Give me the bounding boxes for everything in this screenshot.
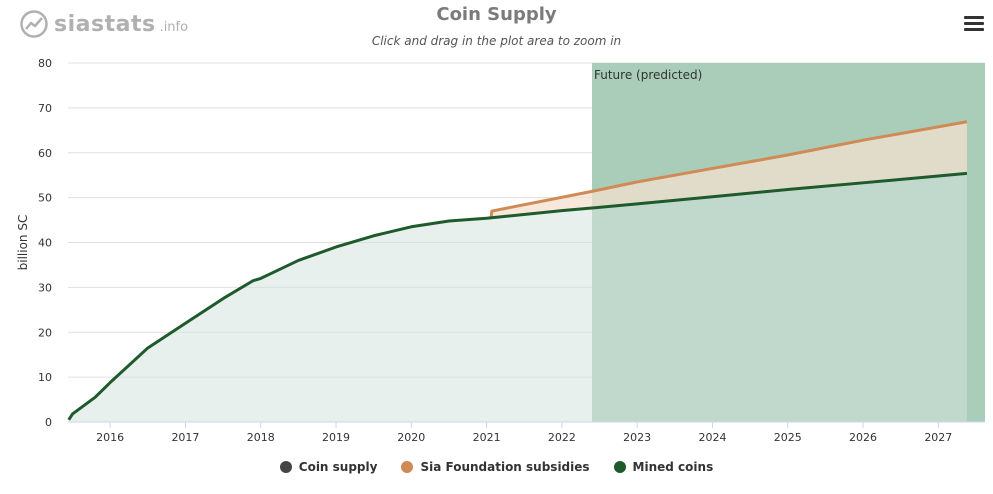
y-tick-label: 60 xyxy=(38,147,52,160)
chart-subtitle: Click and drag in the plot area to zoom … xyxy=(371,34,622,48)
menu-bar xyxy=(964,22,984,25)
hamburger-menu-icon[interactable] xyxy=(964,16,984,34)
legend-item-mined-coins[interactable]: Mined coins xyxy=(613,460,714,474)
x-tick-label: 2021 xyxy=(473,431,501,444)
y-tick-label: 70 xyxy=(38,102,52,115)
legend-item-subsidies[interactable]: Sia Foundation subsidies xyxy=(401,460,590,474)
logo-suffix: .info xyxy=(159,20,189,35)
menu-bar xyxy=(964,16,984,19)
y-axis-title: billion SC xyxy=(16,215,30,271)
chart-title: Coin Supply xyxy=(436,4,557,25)
legend-label-mined-coins: Mined coins xyxy=(632,460,714,474)
y-tick-label: 10 xyxy=(38,371,52,384)
site-logo[interactable]: siastats .info xyxy=(20,10,188,38)
menu-bar xyxy=(964,28,984,31)
y-tick-label: 40 xyxy=(38,237,52,250)
x-tick-label: 2016 xyxy=(96,431,124,444)
legend-item-coin-supply[interactable]: Coin supply xyxy=(279,460,378,474)
mined-area-fill xyxy=(68,173,967,422)
x-tick-label: 2017 xyxy=(171,431,199,444)
x-tick-label: 2025 xyxy=(774,431,802,444)
legend-label-subsidies: Sia Foundation subsidies xyxy=(420,460,590,474)
x-tick-label: 2026 xyxy=(849,431,877,444)
chart-legend: Coin supply Sia Foundation subsidies Min… xyxy=(0,460,993,474)
y-tick-label: 20 xyxy=(38,326,52,339)
y-tick-label: 0 xyxy=(45,416,52,429)
legend-dot-subsidies xyxy=(401,461,414,473)
legend-dot-coin-supply xyxy=(279,461,292,473)
logo-text: siastats xyxy=(54,11,156,37)
legend-dot-mined-coins xyxy=(613,461,626,473)
future-band-label: Future (predicted) xyxy=(594,68,702,82)
y-tick-label: 30 xyxy=(38,281,52,294)
legend-label-coin-supply: Coin supply xyxy=(298,460,378,474)
y-tick-label: 80 xyxy=(38,57,52,70)
y-tick-label: 50 xyxy=(38,192,52,205)
x-tick-label: 2027 xyxy=(924,431,952,444)
x-tick-label: 2018 xyxy=(247,431,275,444)
x-tick-label: 2019 xyxy=(322,431,350,444)
x-tick-label: 2020 xyxy=(397,431,425,444)
subsidies-series-line[interactable] xyxy=(489,120,968,218)
mined-coins-series-line[interactable] xyxy=(67,171,968,421)
x-tick-label: 2022 xyxy=(548,431,576,444)
x-tick-label: 2024 xyxy=(698,431,726,444)
x-tick-label: 2023 xyxy=(623,431,651,444)
subsidies-area-fill xyxy=(491,121,967,218)
logo-chart-icon xyxy=(20,10,48,38)
